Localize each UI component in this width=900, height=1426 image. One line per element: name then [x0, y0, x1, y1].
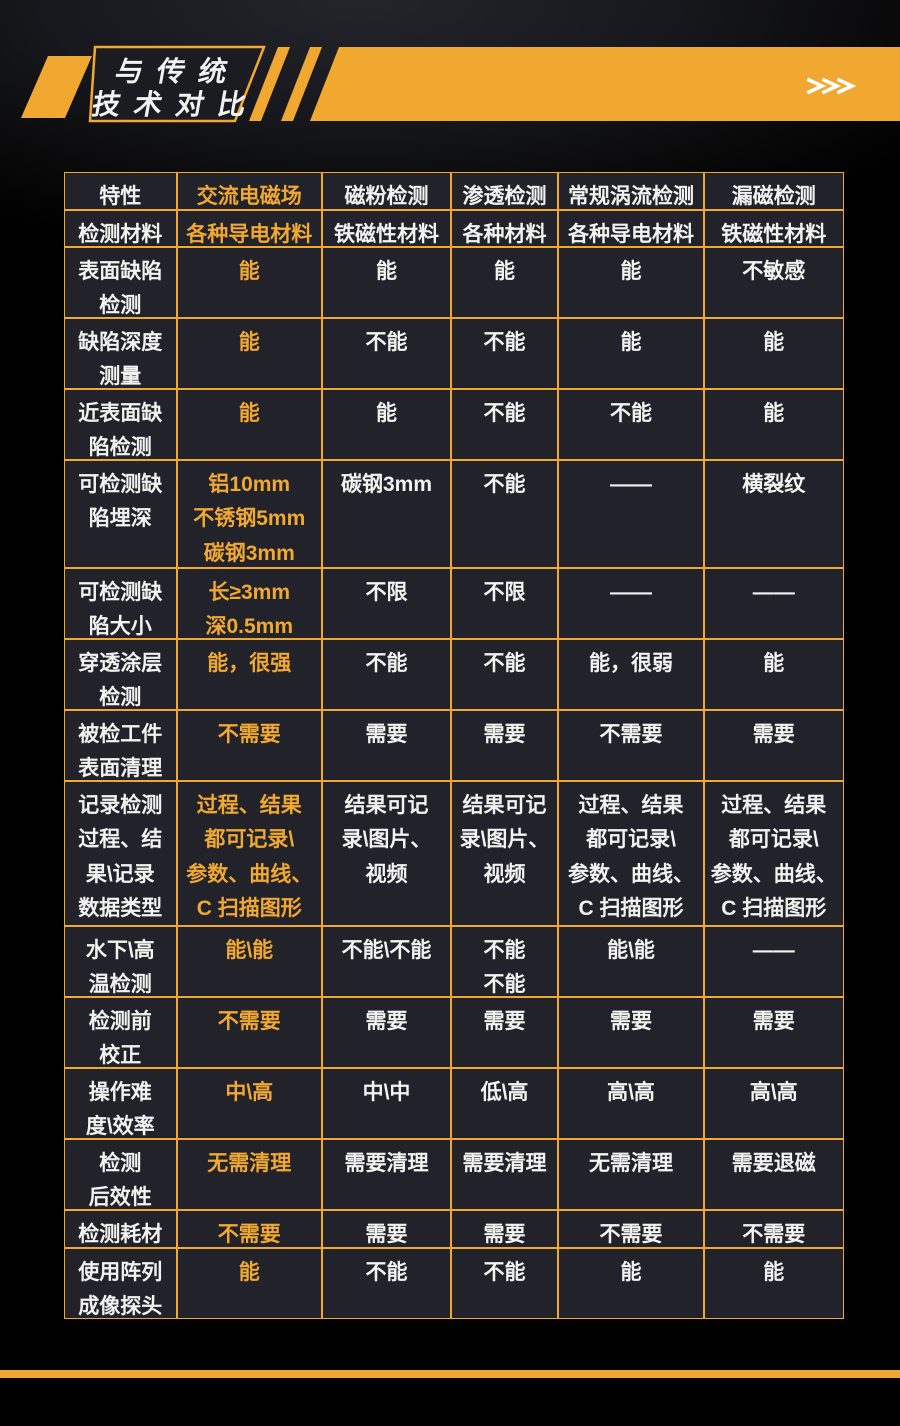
svg-text:与 传 统: 与 传 统	[113, 55, 233, 87]
svg-text:技 术 对 比: 技 术 对 比	[90, 88, 252, 120]
